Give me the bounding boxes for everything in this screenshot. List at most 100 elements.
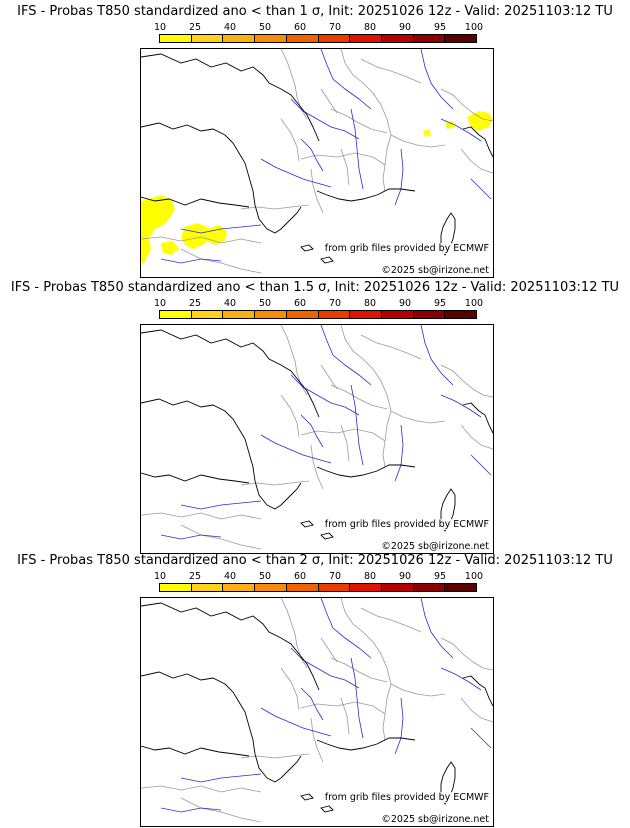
- border-line: [330, 384, 388, 410]
- river-line: [260, 707, 332, 737]
- border-line: [340, 697, 350, 735]
- coastline: [320, 532, 334, 540]
- river-line: [440, 118, 482, 142]
- river-line: [420, 49, 454, 110]
- colorbar-segment: [413, 584, 446, 591]
- map-area: from grib files provided by ECMWF ©2025 …: [140, 324, 494, 554]
- map-area: from grib files provided by ECMWF ©2025 …: [140, 48, 494, 278]
- coastline: [462, 402, 480, 412]
- river-line: [350, 657, 364, 739]
- colorbar-segment: [350, 584, 382, 591]
- probability-area: [423, 129, 431, 137]
- border-line: [180, 797, 262, 823]
- border-line: [382, 410, 392, 468]
- colorbar-tick: 60: [293, 22, 307, 33]
- map-drawing: [141, 598, 493, 823]
- river-line: [320, 598, 372, 659]
- colorbar-tick: 90: [398, 298, 412, 309]
- colorbar-tick: 95: [433, 298, 447, 309]
- river-line: [160, 534, 222, 540]
- coastline: [141, 745, 250, 757]
- colorbar-tick: 80: [363, 571, 377, 582]
- colorbar-tick: 70: [328, 22, 342, 33]
- colorbar-ticks: 10 25 40 50 60 70 80 90 95 100: [154, 571, 483, 583]
- border-line: [360, 607, 422, 633]
- colorbar-tick: 100: [464, 571, 484, 582]
- river-line: [320, 49, 372, 110]
- colorbar-tick: 100: [464, 22, 484, 33]
- colorbar-segment: [286, 35, 319, 42]
- colorbar-segment: [318, 584, 351, 591]
- colorbar-segment: [191, 35, 224, 42]
- border-line: [180, 248, 262, 274]
- colorbar-tick: 25: [188, 298, 202, 309]
- copyright-credit: ©2025 sb@irizone.net: [381, 265, 489, 276]
- colorbar-tick: 90: [398, 22, 412, 33]
- map-panel-1: IFS - Probas T850 standardized ano < tha…: [0, 0, 630, 278]
- colorbar-segment: [160, 311, 192, 318]
- border-line: [310, 717, 324, 763]
- probability-area: [467, 111, 493, 131]
- coastline: [320, 805, 334, 813]
- border-line: [440, 637, 493, 671]
- border-line: [320, 88, 338, 114]
- coastline: [141, 329, 282, 366]
- coastline: [300, 520, 314, 528]
- colorbar-tick: 70: [328, 298, 342, 309]
- river-line: [440, 667, 482, 691]
- colorbar-tick: 100: [464, 298, 484, 309]
- river-line: [180, 773, 262, 783]
- copyright-credit: ©2025 sb@irizone.net: [381, 541, 489, 552]
- river-line: [160, 258, 222, 264]
- coastline: [462, 675, 480, 685]
- colorbar-segment: [445, 35, 477, 42]
- river-line: [470, 178, 492, 200]
- coastline: [320, 256, 334, 264]
- border-line: [180, 524, 262, 550]
- colorbar-segment: [160, 35, 192, 42]
- colorbar-segment: [445, 584, 477, 591]
- river-line: [300, 138, 324, 172]
- river-line: [320, 325, 372, 386]
- border-line: [390, 683, 446, 697]
- colorbar-tick: 60: [293, 571, 307, 582]
- panel-title: IFS - Probas T850 standardized ano < tha…: [10, 280, 620, 295]
- river-line: [394, 148, 404, 206]
- colorbar-tick: 50: [258, 22, 272, 33]
- colorbar-segment: [286, 311, 319, 318]
- coastline: [141, 53, 282, 90]
- border-line: [390, 134, 446, 148]
- colorbar-tick: 10: [153, 298, 167, 309]
- border-line: [460, 148, 493, 174]
- border-line: [280, 325, 308, 396]
- colorbar-tick: 80: [363, 22, 377, 33]
- colorbar-segment: [318, 311, 351, 318]
- colorbar-segment: [350, 311, 382, 318]
- river-line: [290, 98, 360, 140]
- border-line: [390, 410, 446, 424]
- border-line: [141, 236, 262, 244]
- coastline: [316, 737, 416, 751]
- coastline: [316, 464, 416, 478]
- coastline: [141, 602, 282, 639]
- border-line: [382, 683, 392, 741]
- border-line: [280, 667, 300, 711]
- colorbar-tick: 50: [258, 571, 272, 582]
- river-line: [260, 158, 332, 188]
- colorbar-segment: [413, 311, 446, 318]
- colorbar-segment: [160, 584, 192, 591]
- border-line: [240, 753, 310, 759]
- border-line: [280, 598, 308, 669]
- coastline: [300, 244, 314, 252]
- colorbar-segment: [223, 311, 256, 318]
- colorbar-segment: [381, 35, 414, 42]
- river-line: [180, 500, 262, 510]
- border-line: [320, 637, 338, 663]
- coastline: [478, 410, 493, 434]
- border-line: [280, 394, 300, 438]
- colorbar-tick: 10: [153, 571, 167, 582]
- border-line: [310, 444, 324, 490]
- border-line: [330, 657, 388, 683]
- river-line: [394, 697, 404, 755]
- colorbar-tick: 80: [363, 298, 377, 309]
